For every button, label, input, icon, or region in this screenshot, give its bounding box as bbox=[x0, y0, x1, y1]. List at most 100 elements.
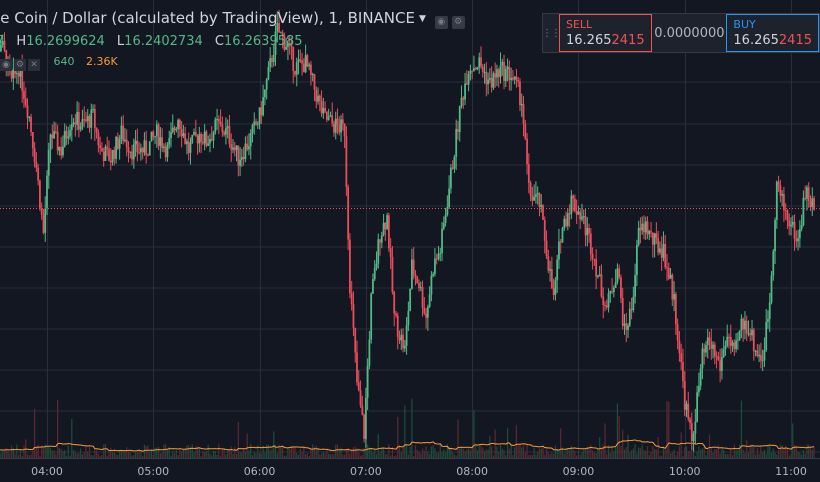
ohlc-legend: 7 H16.2699624 L16.2402734 C16.2639585 bbox=[0, 34, 303, 49]
candle-body bbox=[694, 421, 697, 434]
eye-icon[interactable]: ◉ bbox=[434, 16, 448, 29]
candle-body bbox=[738, 330, 741, 340]
candle-body bbox=[58, 146, 61, 151]
candle-body bbox=[14, 69, 17, 74]
volume-bar bbox=[241, 452, 243, 458]
volume-bar bbox=[278, 444, 280, 458]
candle-body bbox=[232, 147, 234, 150]
volume-bar bbox=[234, 447, 236, 458]
candle-body bbox=[770, 275, 773, 303]
low-label: L bbox=[116, 34, 125, 49]
candle-body bbox=[662, 243, 665, 258]
close-icon[interactable]: ✕ bbox=[28, 59, 40, 71]
volume-bar bbox=[471, 446, 473, 458]
candle-body bbox=[540, 205, 543, 208]
candle-body bbox=[354, 327, 357, 353]
gear-icon[interactable]: ⚙ bbox=[451, 16, 465, 29]
high-label: H bbox=[16, 34, 27, 49]
volume-bar bbox=[499, 445, 502, 458]
symbol-title[interactable]: ce Coin / Dollar (calculated by TradingV… bbox=[0, 9, 319, 27]
candle-body bbox=[186, 141, 188, 144]
volume-bar bbox=[308, 455, 310, 458]
volume-bar bbox=[684, 447, 686, 458]
volume-bar bbox=[710, 447, 712, 458]
volume-bar bbox=[85, 446, 87, 458]
volume-bar bbox=[202, 450, 204, 458]
candle-body bbox=[391, 256, 394, 293]
candle-body bbox=[740, 318, 743, 331]
candle-body bbox=[634, 275, 637, 297]
candle-body bbox=[72, 122, 75, 125]
candle-body bbox=[161, 137, 164, 149]
candle-body bbox=[111, 150, 114, 163]
candle-body bbox=[134, 140, 137, 145]
candle-body bbox=[437, 253, 440, 259]
candle-body bbox=[285, 47, 288, 50]
interval[interactable]: 1 bbox=[328, 9, 339, 27]
candle-body bbox=[405, 325, 408, 346]
volume-bar bbox=[301, 451, 303, 458]
volume-bar bbox=[289, 448, 291, 458]
volume-bar bbox=[483, 451, 486, 458]
candle-body bbox=[207, 143, 210, 146]
candle-body bbox=[804, 197, 807, 199]
volume-bar bbox=[26, 454, 29, 458]
candle-body bbox=[357, 382, 360, 391]
exchange[interactable]: BINANCE bbox=[347, 9, 415, 27]
volume-bar bbox=[239, 452, 241, 458]
candle-body bbox=[274, 31, 277, 55]
volume-bar bbox=[595, 453, 597, 458]
candle-body bbox=[76, 111, 79, 125]
candle-body bbox=[457, 129, 459, 132]
volume-bar bbox=[717, 445, 719, 458]
volume-bar bbox=[96, 450, 98, 458]
candle-body bbox=[403, 345, 406, 349]
candle-body bbox=[26, 105, 29, 118]
volume-bar bbox=[195, 446, 197, 458]
volume-bar bbox=[597, 449, 599, 458]
gear-icon[interactable]: ⚙ bbox=[14, 59, 26, 71]
candle-body bbox=[462, 97, 465, 100]
candle-body bbox=[352, 304, 355, 328]
volume-bar bbox=[609, 452, 611, 458]
volume-bar bbox=[692, 448, 695, 458]
volume-bar bbox=[808, 444, 810, 458]
x-tick-label: 11:00 bbox=[775, 465, 807, 478]
volume-bar bbox=[88, 446, 91, 458]
candle-body bbox=[758, 354, 761, 357]
candle-body bbox=[708, 337, 711, 342]
candle-body bbox=[650, 231, 652, 233]
volume-bar bbox=[411, 398, 413, 458]
candle-body bbox=[579, 211, 582, 220]
buy-price-tail: 2415 bbox=[778, 33, 812, 48]
volume-bar bbox=[443, 449, 445, 458]
candle-body bbox=[175, 128, 178, 131]
volume-bar bbox=[19, 450, 22, 458]
candle-body bbox=[139, 148, 142, 153]
volume-bar bbox=[802, 449, 804, 458]
candle-body bbox=[125, 139, 128, 148]
drag-handle-icon[interactable]: ⋮⋮ bbox=[542, 27, 561, 39]
volume-bar bbox=[57, 399, 59, 458]
volume-bar bbox=[677, 451, 679, 458]
buy-button[interactable]: BUY 16.2652415 bbox=[726, 14, 819, 52]
candle-body bbox=[129, 151, 132, 153]
volume-bar bbox=[347, 448, 349, 458]
candle-body bbox=[529, 182, 532, 196]
chevron-down-icon[interactable]: ▼ bbox=[418, 14, 426, 24]
candle-body bbox=[798, 229, 801, 239]
candle-body bbox=[713, 344, 716, 357]
eye-icon[interactable]: ◉ bbox=[0, 59, 12, 71]
candle-body bbox=[428, 294, 431, 307]
candle-body bbox=[434, 258, 436, 274]
candle-body bbox=[74, 122, 77, 125]
volume-bar bbox=[78, 452, 80, 458]
volume-bar bbox=[243, 449, 245, 458]
candle-body bbox=[744, 320, 746, 330]
sell-button[interactable]: SELL 16.2652415 bbox=[559, 14, 653, 52]
volume-bar bbox=[517, 445, 519, 458]
volume-bar bbox=[655, 449, 657, 458]
volume-bar bbox=[124, 450, 126, 458]
candle-body bbox=[313, 74, 316, 90]
